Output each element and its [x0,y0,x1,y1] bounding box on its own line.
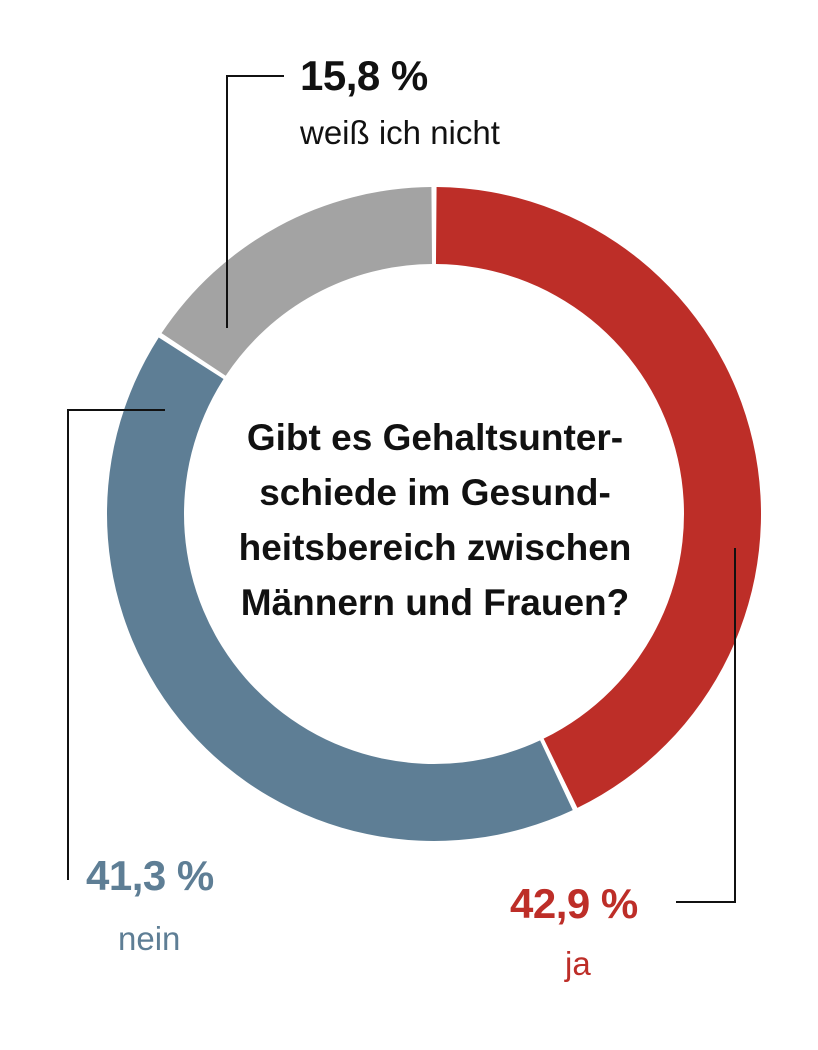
title-line-1: Gibt es Gehaltsunter- [246,417,624,458]
chart-title: Gibt es Gehaltsunter- schiede im Gesund-… [215,410,655,630]
value-label-ja: 42,9 % [510,880,638,927]
title-line-3: heitsbereich zwischen [238,527,632,568]
leader-line-nein [67,409,165,880]
category-label-weiss-ich-nicht: weiß ich nicht [300,114,500,151]
slice-nein [107,337,573,841]
title-line-2: schiede im Gesund- [259,472,611,513]
leader-line-weiss-ich-nicht [226,75,284,328]
value-label-nein: 41,3 % [86,852,214,899]
slice-weiss-ich-nicht [161,187,433,376]
title-line-4: Männern und Frauen? [240,582,630,623]
category-label-ja: ja [565,945,591,982]
slice-ja [435,187,761,808]
leader-line-ja [676,548,736,903]
category-label-nein: nein [118,920,181,957]
value-label-weiss-ich-nicht: 15,8 % [300,52,428,99]
